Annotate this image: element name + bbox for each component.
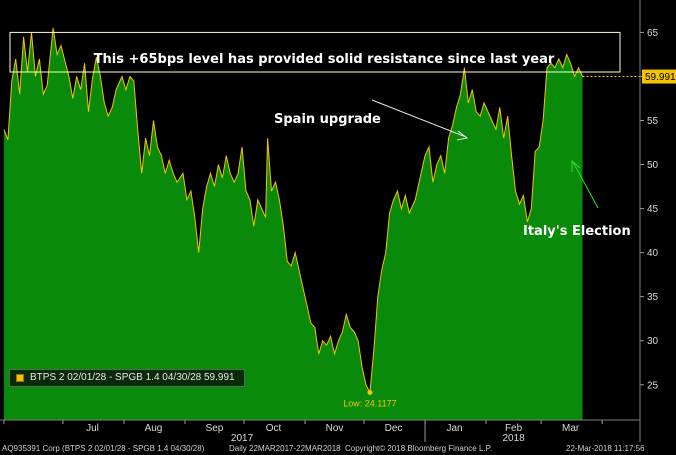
spread-chart: 253035404550556065JulAugSepOctNovDecJanF… — [0, 0, 676, 443]
italy-arrow — [572, 161, 599, 209]
x-tick-label: Aug — [145, 423, 163, 434]
y-tick-label: 65 — [647, 28, 659, 39]
x-tick-label: Feb — [505, 423, 523, 434]
low-label: Low: 24.1177 — [343, 399, 396, 409]
axes: 253035404550556065JulAugSepOctNovDecJanF… — [0, 0, 676, 443]
series-line — [3, 27, 583, 395]
annotations: This +65bps level has provided solid res… — [94, 52, 631, 409]
plot-area — [3, 27, 640, 420]
series-area — [3, 28, 583, 420]
spain-arrow — [371, 99, 467, 138]
resistance-annotation: This +65bps level has provided solid res… — [94, 52, 555, 67]
spain-arrowhead — [456, 130, 469, 141]
x-tick-label: Jan — [446, 423, 462, 434]
resistance-band — [9, 31, 621, 73]
legend-swatch — [16, 374, 24, 382]
year-label: 2018 — [502, 433, 525, 443]
last-value-box — [642, 69, 676, 84]
legend: BTPS 2 02/01/28 - SPGB 1.4 04/30/28 59.9… — [9, 369, 245, 387]
last-value-label: 59.991 — [645, 72, 676, 83]
x-tick-label: Mar — [562, 423, 580, 434]
y-tick-label: 50 — [647, 160, 659, 171]
footer-timestamp: 22-Mar-2018 11:17:56 — [566, 444, 645, 453]
y-tick-label: 35 — [647, 292, 659, 303]
y-tick-label: 40 — [647, 248, 659, 259]
low-point-marker — [367, 390, 373, 396]
x-tick-label: Jul — [86, 423, 99, 434]
x-tick-label: Dec — [385, 423, 403, 434]
footer-range: Daily 22MAR2017-22MAR2018 — [229, 444, 341, 453]
spain-annotation: Spain upgrade — [274, 112, 381, 127]
x-tick-label: Nov — [326, 423, 344, 434]
footer: AQ935391 Corp (BTPS 2 02/01/28 - SPGB 1.… — [0, 443, 676, 455]
x-tick-label: Sep — [206, 423, 224, 434]
footer-ticker: AQ935391 Corp (BTPS 2 02/01/28 - SPGB 1.… — [2, 444, 205, 453]
y-tick-label: 25 — [647, 380, 659, 391]
last-value-badge: 59.991 — [642, 69, 676, 84]
year-label: 2017 — [231, 433, 254, 443]
y-tick-label: 45 — [647, 204, 659, 215]
footer-copyright: Copyright© 2018 Bloomberg Finance L.P. — [345, 444, 493, 453]
x-tick-label: Oct — [266, 423, 282, 434]
italy-arrowhead — [571, 159, 581, 172]
legend-text: BTPS 2 02/01/28 - SPGB 1.4 04/30/28 59.9… — [30, 372, 235, 383]
italy-annotation: Italy's Election — [523, 224, 631, 239]
y-tick-label: 30 — [647, 336, 659, 347]
y-tick-label: 55 — [647, 116, 659, 127]
